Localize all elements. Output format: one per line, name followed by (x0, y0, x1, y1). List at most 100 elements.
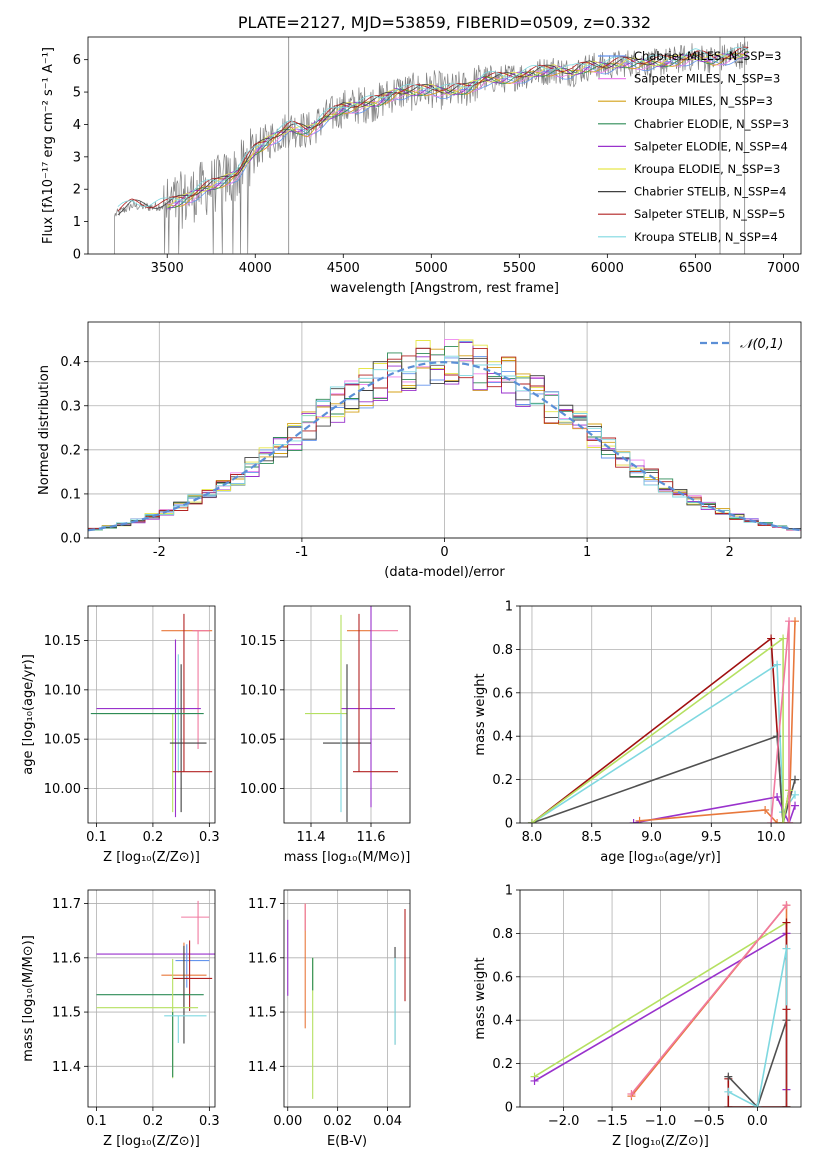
x-tick-label: 0.2 (143, 1114, 164, 1129)
x-tick-label: 6500 (679, 261, 712, 276)
legend-entry: Salpeter STELIB, N_SSP=5 (634, 207, 785, 221)
y-tick-label: 6 (73, 53, 81, 68)
y-tick-label: 0 (73, 248, 81, 263)
x-tick-label: -1 (295, 545, 308, 560)
x-axis-label: E(B-V) (327, 1134, 367, 1149)
errorbar-point (353, 613, 398, 773)
x-tick-label: 0.0 (747, 1114, 768, 1129)
y-tick-label: 0.1 (60, 487, 81, 502)
weight-marker (527, 819, 536, 823)
weight-marker (785, 617, 794, 626)
x-tick-label: 0.3 (199, 1114, 220, 1129)
legend-entry: Kroupa STELIB, N_SSP=4 (634, 230, 778, 244)
x-tick-label: 1 (583, 545, 591, 560)
errorbar-point (164, 1015, 207, 1043)
weight-marker (530, 1076, 539, 1085)
y-tick-label: 0 (505, 817, 513, 832)
y-tick-label: 0.2 (492, 773, 513, 788)
y-axis-label: Flux [fλ10⁻¹⁷ erg cm⁻² s⁻¹ A⁻¹] (41, 47, 56, 244)
x-axis-label: wavelength [Angstrom, rest frame] (330, 281, 559, 296)
legend-entry: Salpeter MILES, N_SSP=3 (634, 72, 780, 86)
errorbar-point (172, 613, 213, 773)
y-tick-label: 0.0 (60, 532, 81, 547)
x-tick-label: −0.5 (693, 1114, 725, 1129)
y-tick-label: 11.5 (248, 1006, 277, 1021)
plot-frame (283, 889, 411, 1108)
residual-histogram (88, 355, 801, 531)
x-tick-label: 8.5 (581, 830, 602, 845)
x-tick-label: 8.0 (522, 830, 543, 845)
x-tick-label: 0.04 (373, 1114, 402, 1129)
y-tick-label: 10.00 (240, 782, 277, 797)
x-tick-label: 6000 (591, 261, 624, 276)
x-tick-label: 11.4 (297, 830, 326, 845)
y-tick-label: 1 (505, 884, 513, 899)
weight-marker (785, 819, 794, 823)
plot-frame (283, 605, 411, 824)
x-axis-label: age [log₁₀(age/yr)] (600, 850, 721, 865)
y-tick-label: 11.7 (52, 897, 81, 912)
weight-series-line (531, 636, 790, 823)
y-tick-label: 10.00 (44, 782, 81, 797)
x-tick-label: 11.6 (357, 830, 386, 845)
x-tick-label: 0.1 (86, 830, 107, 845)
chart-title: PLATE=2127, MJD=53859, FIBERID=0509, z=0… (238, 13, 651, 32)
spectrum-panel: 3500 4000 4500 5000 5500 6000 6500 7000 0 1 2 3 4 5 6 w… (41, 13, 802, 296)
y-tick-label: 11.6 (52, 951, 81, 966)
weight-marker (773, 819, 782, 823)
weight-marker (779, 819, 788, 823)
weight-marker (773, 792, 782, 801)
errorbar-point (96, 639, 201, 818)
x-axis-label: (data-model)/error (384, 565, 505, 580)
x-tick-label: 9.0 (641, 830, 662, 845)
y-tick-label: 0.2 (492, 1057, 513, 1072)
y-tick-label: 10.10 (44, 683, 81, 698)
plot-frame (87, 605, 216, 824)
x-tick-label: -2 (153, 545, 166, 560)
weight-marker (767, 634, 776, 643)
errorbar-point (169, 664, 207, 813)
y-tick-label: 0.8 (492, 927, 513, 942)
mass-vs-ebv-panel: 0.00 0.02 0.04 11.4 11.5 11.6 11.7 E(B-V) (248, 889, 411, 1149)
y-tick-label: 3 (73, 150, 81, 165)
x-axis-label: Z [log₁₀(Z/Z⊙)] (103, 1134, 200, 1149)
y-tick-label: 2 (73, 183, 81, 198)
y-tick-label: 0.4 (492, 730, 513, 745)
model-spectrum-line (167, 52, 749, 206)
residual-histogram (88, 339, 801, 531)
weight-marker (791, 801, 800, 810)
y-tick-label: 0.2 (60, 443, 81, 458)
weight-marker (635, 816, 644, 823)
weight-marker (761, 805, 770, 814)
legend-entry: Salpeter ELODIE, N_SSP=4 (634, 139, 788, 153)
y-tick-label: 0.4 (492, 1014, 513, 1029)
legend-entry: Chabrier ELODIE, N_SSP=3 (634, 117, 789, 131)
x-tick-label: 0.02 (323, 1114, 352, 1129)
age-vs-metallicity-panel: 0.1 0.2 0.3 10.00 10.05 10.10 10.15 Z [log₁₀(Z/… (21, 605, 220, 865)
weight-marker (724, 1103, 733, 1107)
y-axis-label: age [log₁₀(age/yr)] (21, 654, 36, 775)
x-tick-label: 10.0 (757, 830, 786, 845)
x-axis-label: Z [log₁₀(Z/Z⊙)] (103, 850, 200, 865)
x-tick-label: 7000 (767, 261, 800, 276)
y-tick-label: 11.5 (52, 1006, 81, 1021)
x-tick-label: 5000 (415, 261, 448, 276)
weight-marker (773, 732, 782, 741)
x-tick-label: 0.2 (143, 830, 164, 845)
errorbar-point (172, 940, 213, 1011)
y-tick-label: 1 (73, 215, 81, 230)
weight-marker (782, 918, 791, 927)
legend-entry: Chabrier MILES, N_SSP=3 (634, 49, 781, 63)
weight-marker (791, 790, 800, 799)
weight-marker (773, 660, 782, 669)
legend-entry: 𝒩(0,1) (740, 337, 783, 352)
y-tick-label: 10.15 (44, 634, 81, 649)
y-tick-label: 0.8 (492, 643, 513, 658)
y-tick-label: 11.4 (248, 1060, 277, 1075)
y-axis-label: mass [log₁₀(M/M⊙)] (21, 935, 36, 1062)
x-tick-label: 3500 (151, 261, 184, 276)
age-vs-mass-panel: 11.4 11.6 10.00 10.05 10.10 10.15 mass [log₁₀(… (240, 605, 411, 865)
x-tick-label: 2 (726, 545, 734, 560)
weight-marker (782, 1103, 791, 1107)
